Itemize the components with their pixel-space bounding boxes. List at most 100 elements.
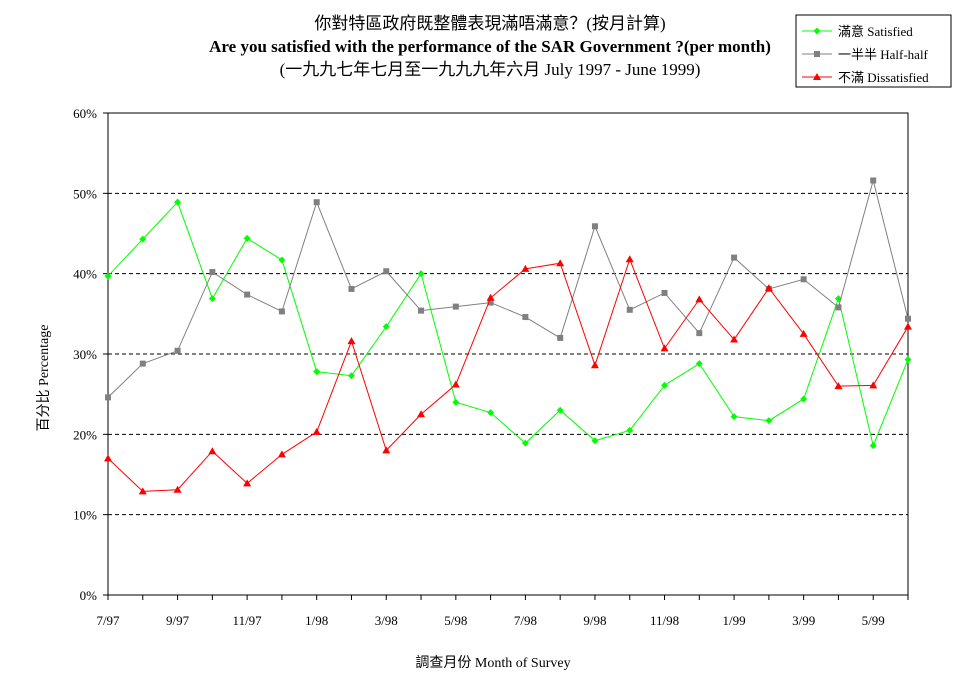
data-point-half-half: [522, 314, 529, 321]
chart-titles: 你對特區政府既整體表現滿唔滿意？(按月計算) Are you satisfied…: [180, 12, 800, 81]
data-point-satisfied: [661, 381, 669, 389]
data-point-satisfied: [869, 442, 877, 450]
data-point-satisfied: [313, 368, 321, 376]
data-point-dissatisfied: [590, 361, 599, 369]
data-point-dissatisfied: [138, 487, 147, 495]
data-point-half-half: [591, 223, 598, 230]
data-point-satisfied: [591, 437, 599, 445]
data-point-half-half: [800, 276, 807, 283]
y-tick-label: 60%: [73, 106, 97, 121]
data-point-dissatisfied: [208, 447, 217, 455]
data-point-dissatisfied: [451, 380, 460, 388]
series-line-dissatisfied: [107, 257, 909, 492]
data-point-dissatisfied: [521, 264, 530, 272]
data-point-satisfied: [104, 272, 112, 280]
x-axis-ticks: 7/97 9/97 11/97 1/98 3/98 5/98 7/98 9/98 11/98 1/…: [96, 595, 909, 628]
x-tick-label: 3/99: [792, 613, 815, 628]
data-point-half-half: [557, 334, 564, 341]
series-half-half: [105, 177, 911, 401]
chart-title: Are you satisfied with the performance o…: [209, 37, 771, 56]
data-point-satisfied: [347, 372, 355, 380]
data-point-half-half: [105, 394, 111, 401]
data-point-satisfied: [139, 235, 147, 243]
series-satisfied: [104, 198, 912, 450]
legend-marker-half-half: [814, 51, 820, 57]
legend-label-half-half: 一半半 Half-half: [838, 47, 929, 62]
data-point-dissatisfied: [382, 446, 391, 454]
series-dissatisfied: [104, 255, 912, 495]
data-point-dissatisfied: [834, 382, 843, 390]
legend: 滿意 Satisfied 一半半 Half-half 不滿 Dissatisfied: [795, 14, 952, 88]
data-point-dissatisfied: [277, 450, 286, 458]
chart-title-chinese: 你對特區政府既整體表現滿唔滿意？(按月計算): [314, 14, 666, 33]
x-tick-label: 9/97: [166, 613, 190, 628]
data-point-half-half: [661, 289, 668, 296]
data-point-half-half: [487, 299, 494, 306]
y-tick-label: 50%: [73, 186, 97, 201]
x-tick-label: 11/98: [650, 613, 679, 628]
data-point-dissatisfied: [799, 329, 808, 337]
legend-marker-satisfied: [813, 27, 821, 35]
series-line-half-half: [107, 178, 909, 398]
data-point-dissatisfied: [764, 284, 773, 292]
data-point-satisfied: [730, 413, 738, 421]
data-point-half-half: [174, 347, 181, 354]
data-point-dissatisfied: [347, 337, 356, 345]
data-point-dissatisfied: [104, 454, 112, 462]
data-point-half-half: [313, 199, 320, 206]
data-point-dissatisfied: [173, 485, 182, 493]
data-point-satisfied: [382, 323, 390, 331]
data-point-dissatisfied: [417, 410, 426, 418]
data-point-dissatisfied: [556, 259, 565, 267]
data-point-satisfied: [487, 409, 495, 417]
legend-label-dissatisfied: 不滿 Dissatisfied: [838, 70, 929, 85]
data-point-satisfied: [174, 198, 182, 206]
data-point-satisfied: [452, 398, 460, 406]
legend-label-satisfied: 滿意 Satisfied: [838, 24, 913, 39]
data-point-dissatisfied: [730, 335, 739, 343]
data-point-half-half: [139, 360, 146, 367]
data-point-dissatisfied: [243, 479, 252, 487]
data-point-dissatisfied: [625, 255, 634, 263]
x-tick-label: 7/97: [96, 613, 120, 628]
data-point-half-half: [452, 303, 459, 310]
data-point-satisfied: [556, 406, 564, 414]
data-point-half-half: [209, 269, 216, 276]
y-tick-label: 10%: [73, 508, 97, 523]
data-point-satisfied: [243, 234, 251, 242]
data-point-half-half: [696, 330, 703, 337]
data-point-half-half: [835, 304, 842, 311]
x-axis-title: 調查月份 Month of Survey: [415, 655, 570, 671]
y-tick-label: 30%: [73, 347, 97, 362]
data-point-half-half: [348, 285, 355, 292]
legend-box: [795, 14, 952, 88]
data-point-satisfied: [208, 295, 216, 303]
data-point-dissatisfied: [486, 293, 495, 301]
x-tick-label: 9/98: [583, 613, 606, 628]
data-point-dissatisfied: [869, 381, 878, 389]
data-point-half-half: [244, 291, 251, 298]
data-point-half-half: [626, 306, 633, 313]
data-point-half-half: [418, 307, 425, 314]
data-point-half-half: [383, 268, 390, 275]
data-point-half-half: [731, 254, 738, 261]
data-point-dissatisfied: [904, 322, 912, 330]
y-axis-title: 百分比 Percentage: [36, 325, 52, 432]
data-point-satisfied: [278, 256, 286, 264]
data-point-dissatisfied: [660, 344, 669, 352]
legend-marker-dissatisfied: [813, 73, 821, 80]
data-point-half-half: [905, 315, 911, 322]
y-tick-label: 0%: [80, 588, 98, 603]
series-group: [104, 177, 912, 495]
x-tick-label: 11/97: [233, 613, 263, 628]
x-tick-label: 1/98: [305, 613, 328, 628]
data-point-dissatisfied: [695, 295, 704, 303]
data-point-satisfied: [765, 417, 773, 425]
x-tick-label: 1/99: [723, 613, 746, 628]
data-point-satisfied: [904, 356, 912, 364]
data-point-satisfied: [521, 439, 529, 447]
x-tick-label: 5/99: [862, 613, 885, 628]
series-line-satisfied: [107, 201, 909, 448]
data-point-satisfied: [626, 426, 634, 434]
